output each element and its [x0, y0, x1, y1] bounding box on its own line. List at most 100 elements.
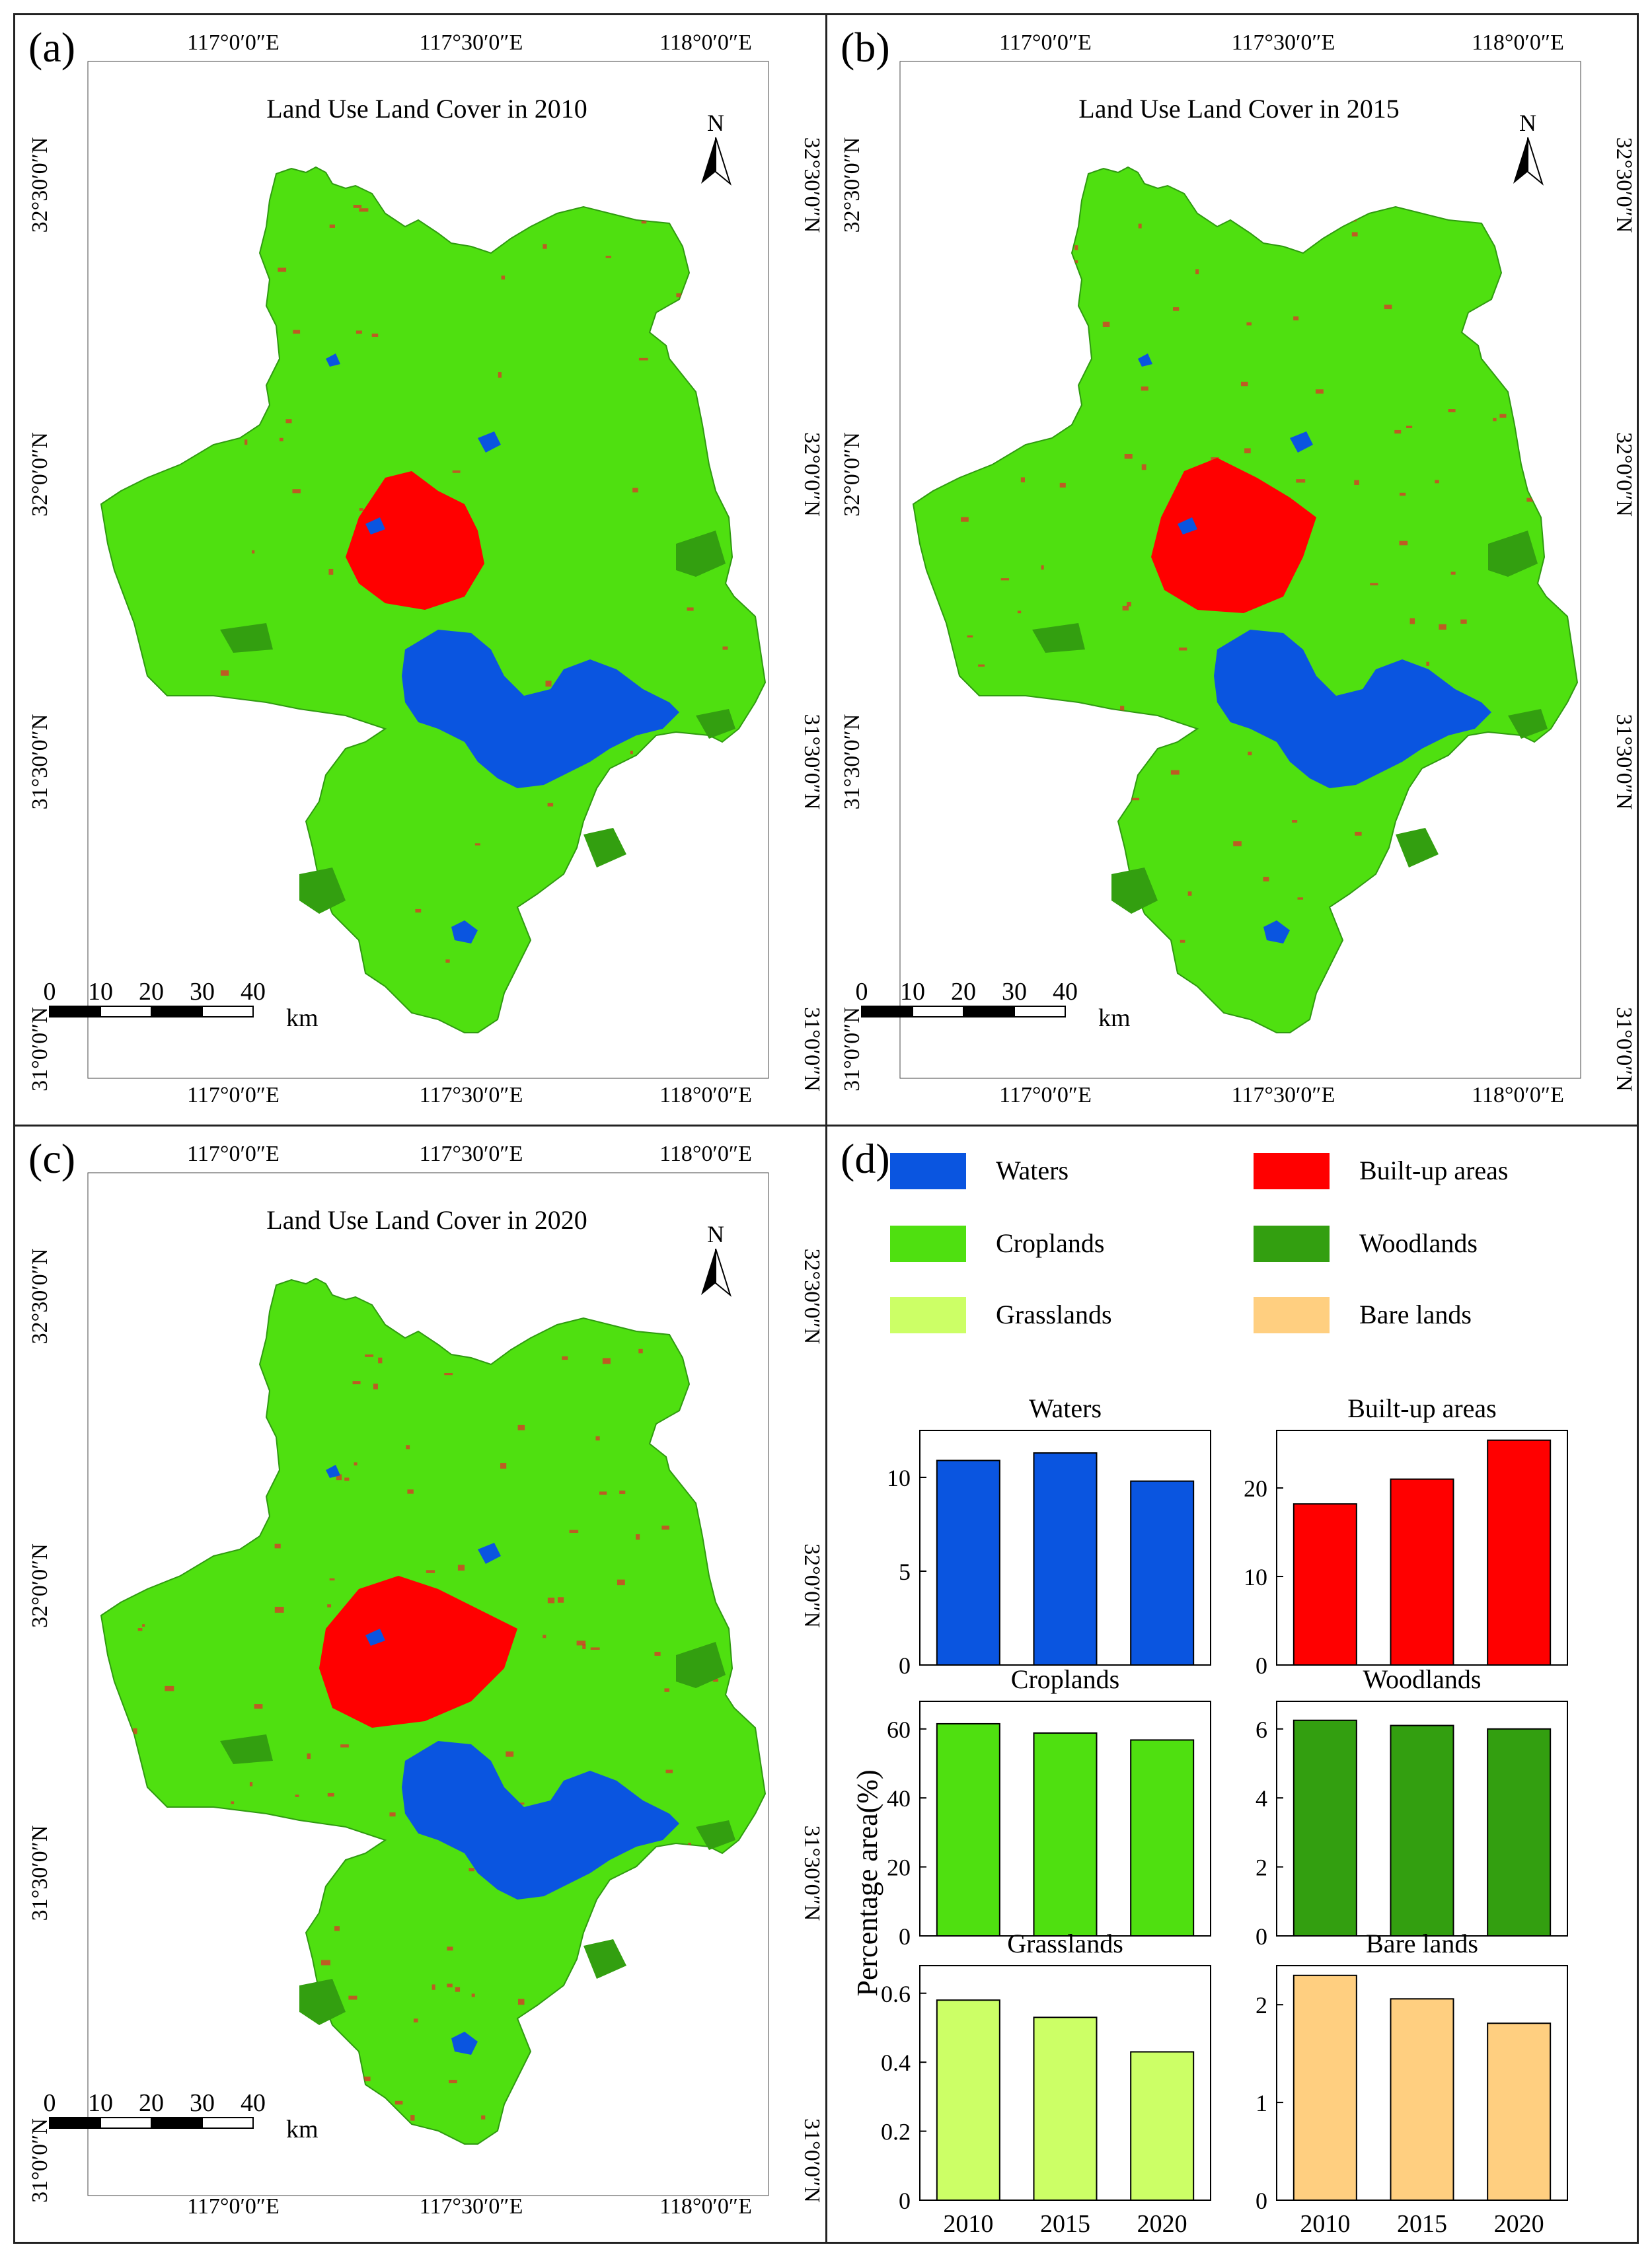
water-body — [326, 353, 340, 367]
built-up-patch — [1160, 733, 1164, 739]
panel-label: (a) — [28, 24, 75, 71]
built-up-patch — [1170, 770, 1180, 775]
lat-tick-left: 31°30′0″N — [28, 714, 52, 810]
built-up-patch — [996, 989, 1002, 992]
built-up-patch — [547, 1598, 555, 1604]
north-arrow-right — [715, 137, 732, 186]
built-up-patch — [926, 633, 930, 638]
built-up-patch — [543, 244, 547, 249]
built-up-patch — [671, 1847, 679, 1851]
lake — [402, 630, 679, 788]
built-up-patch — [209, 1817, 216, 1823]
bar — [1390, 1478, 1454, 1666]
built-up-patch — [373, 1384, 378, 1389]
built-up-patch — [328, 568, 334, 575]
bar — [936, 1722, 1000, 1937]
built-up-patch — [142, 1624, 145, 1627]
built-up-patch — [1293, 316, 1299, 320]
lat-tick-right: 32°30′0″N — [1612, 137, 1636, 233]
built-up-patch — [920, 930, 925, 933]
woodland-patch — [583, 1939, 626, 1979]
y-tick-label: 0.6 — [881, 1981, 911, 2007]
built-up-patch — [209, 1469, 213, 1474]
built-up-patch — [126, 926, 131, 932]
water-body — [365, 1629, 385, 1646]
lat-tick-left: 31°0′0″N — [28, 2118, 52, 2203]
built-up-patch — [220, 844, 225, 850]
y-tick-label: 0 — [1256, 1652, 1267, 1679]
water-body — [451, 2032, 478, 2055]
water-body — [365, 517, 385, 535]
built-up-patch — [517, 1999, 525, 2005]
scale-value: 20 — [139, 978, 164, 1006]
lon-tick-top: 118°0′0″E — [1472, 30, 1564, 55]
built-up-patch — [173, 1567, 181, 1573]
built-up-patch — [1406, 426, 1413, 428]
built-up-patch — [453, 1320, 461, 1323]
bar — [1033, 2016, 1098, 2201]
north-label: N — [1519, 110, 1536, 136]
legend-item: Waters — [890, 1153, 1069, 1189]
scale-value: 40 — [241, 2089, 266, 2117]
built-up-patch — [359, 208, 369, 212]
built-up-patch — [359, 508, 363, 511]
legend-swatch — [1254, 1153, 1330, 1189]
built-up-patch — [247, 1334, 252, 1340]
x-tick-label: 2020 — [1137, 2210, 1187, 2238]
built-up-patch — [630, 751, 633, 755]
scale-bar: 0 10 20 30 40 km — [44, 2089, 319, 2143]
built-up-patch — [163, 1863, 168, 1867]
subplot-woodlands: Woodlands 0 2 4 6 — [1256, 1664, 1568, 1950]
built-up-patch — [154, 466, 162, 471]
lat-tick-right: 31°30′0″N — [800, 1826, 824, 1921]
built-up-patch — [582, 1644, 586, 1650]
water-body — [1290, 431, 1313, 453]
scale-value: 0 — [856, 978, 868, 1006]
y-tick-label: 0 — [899, 1923, 911, 1950]
legend-label: Woodlands — [1359, 1228, 1478, 1258]
woodland-patch — [299, 1979, 346, 2025]
legend-chart-panel: (d) Waters Built-up areas Croplands Woodland… — [827, 1127, 1637, 2242]
built-up-patch — [1384, 305, 1392, 309]
built-up-patch — [1517, 435, 1522, 438]
built-up-patch — [213, 1417, 220, 1421]
scale-value: 30 — [190, 978, 215, 1006]
built-up-patch — [718, 1304, 726, 1308]
built-up-patch — [301, 2075, 309, 2079]
scale-value: 20 — [139, 2089, 164, 2117]
built-up-patch — [1023, 277, 1027, 281]
built-up-patch — [704, 1486, 708, 1493]
built-up-patch — [654, 1863, 662, 1867]
subplot-title: Built-up areas — [1347, 1393, 1497, 1423]
subplot-grasslands: Grasslands 0 0.2 0.4 0.6 2010 2015 2020 — [881, 1929, 1211, 2238]
built-up-patch — [518, 1802, 525, 1805]
scale-segment — [1014, 1006, 1066, 1018]
map-svg-2010: (a) Land Use Land Cover in 2010 N 117°0′0″E… — [28, 24, 824, 1107]
built-up-patch — [151, 903, 159, 907]
north-arrow-left — [1513, 137, 1528, 184]
built-up-patch — [1102, 321, 1110, 327]
scale-value: 20 — [951, 978, 976, 1006]
built-up-patch — [602, 1358, 611, 1364]
north-arrow-icon: N — [1513, 110, 1544, 186]
built-up-patch — [334, 1926, 340, 1931]
legend-swatch — [890, 1153, 966, 1189]
built-up-patch — [709, 780, 715, 786]
built-up-patch — [394, 2100, 403, 2105]
lat-tick-right: 31°0′0″N — [800, 2118, 824, 2203]
built-up-patch — [545, 681, 552, 687]
y-tick-label: 0 — [1256, 1923, 1267, 1950]
lon-tick-bottom: 117°0′0″E — [187, 1083, 280, 1107]
built-up-patch — [1020, 477, 1026, 483]
built-up-patch — [172, 794, 178, 798]
north-arrow-right — [1527, 137, 1544, 186]
bar — [1390, 1998, 1454, 2202]
y-tick-label: 2 — [1256, 1992, 1267, 2018]
built-up-patch — [1296, 479, 1306, 483]
built-up-patch — [130, 271, 135, 274]
built-up-patch — [1354, 480, 1359, 485]
scale-value: 40 — [241, 978, 266, 1006]
scale-segment — [49, 1006, 101, 1018]
built-up-patch — [329, 224, 335, 228]
built-up-patch — [551, 2100, 555, 2104]
